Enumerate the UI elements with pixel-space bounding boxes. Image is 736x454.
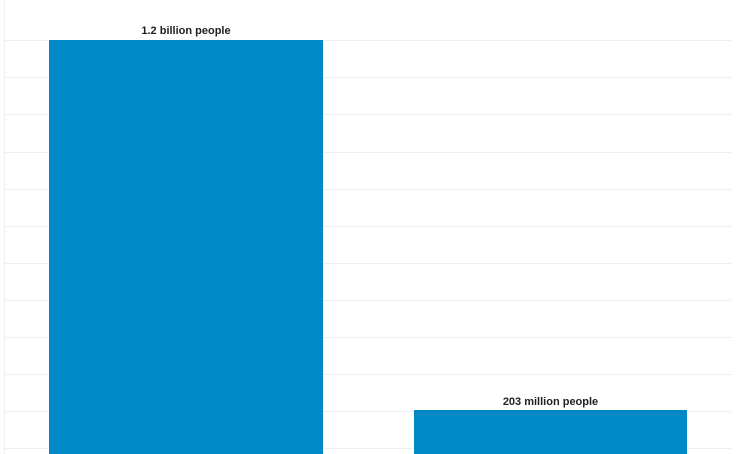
gridline [4, 40, 732, 41]
bar-label-1: 1.2 billion people [141, 25, 231, 37]
gridline [4, 337, 732, 338]
gridline [4, 77, 732, 78]
gridline [4, 152, 732, 153]
y-axis-line [4, 0, 5, 454]
gridline [4, 189, 732, 190]
gridline [4, 374, 732, 375]
gridline [4, 448, 732, 449]
gridline [4, 226, 732, 227]
bar-2 [414, 410, 687, 454]
gridline [4, 114, 732, 115]
bar-label-2: 203 million people [502, 396, 599, 408]
gridline [4, 411, 732, 412]
bar-1 [49, 40, 323, 454]
gridline [4, 300, 732, 301]
gridline [4, 263, 732, 264]
